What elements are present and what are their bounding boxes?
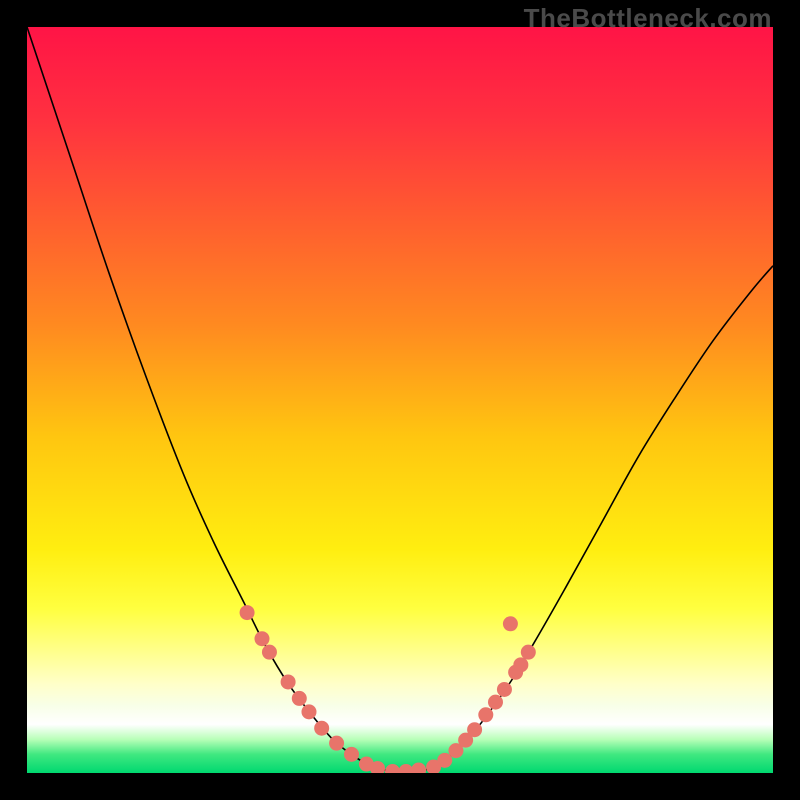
data-marker: [292, 691, 307, 706]
data-marker: [488, 695, 503, 710]
data-marker: [497, 682, 512, 697]
data-marker: [521, 645, 536, 660]
data-marker: [344, 747, 359, 762]
plot-area: [27, 27, 773, 773]
chart-svg: [27, 27, 773, 773]
chart-container: TheBottleneck.com: [0, 0, 800, 800]
data-marker: [478, 707, 493, 722]
data-marker: [314, 721, 329, 736]
data-marker: [240, 605, 255, 620]
data-marker: [503, 616, 518, 631]
data-marker: [262, 645, 277, 660]
data-marker: [301, 704, 316, 719]
gradient-background: [27, 27, 773, 773]
data-marker: [329, 736, 344, 751]
watermark: TheBottleneck.com: [524, 3, 772, 34]
data-marker: [254, 631, 269, 646]
data-marker: [467, 722, 482, 737]
data-marker: [513, 657, 528, 672]
data-marker: [281, 674, 296, 689]
